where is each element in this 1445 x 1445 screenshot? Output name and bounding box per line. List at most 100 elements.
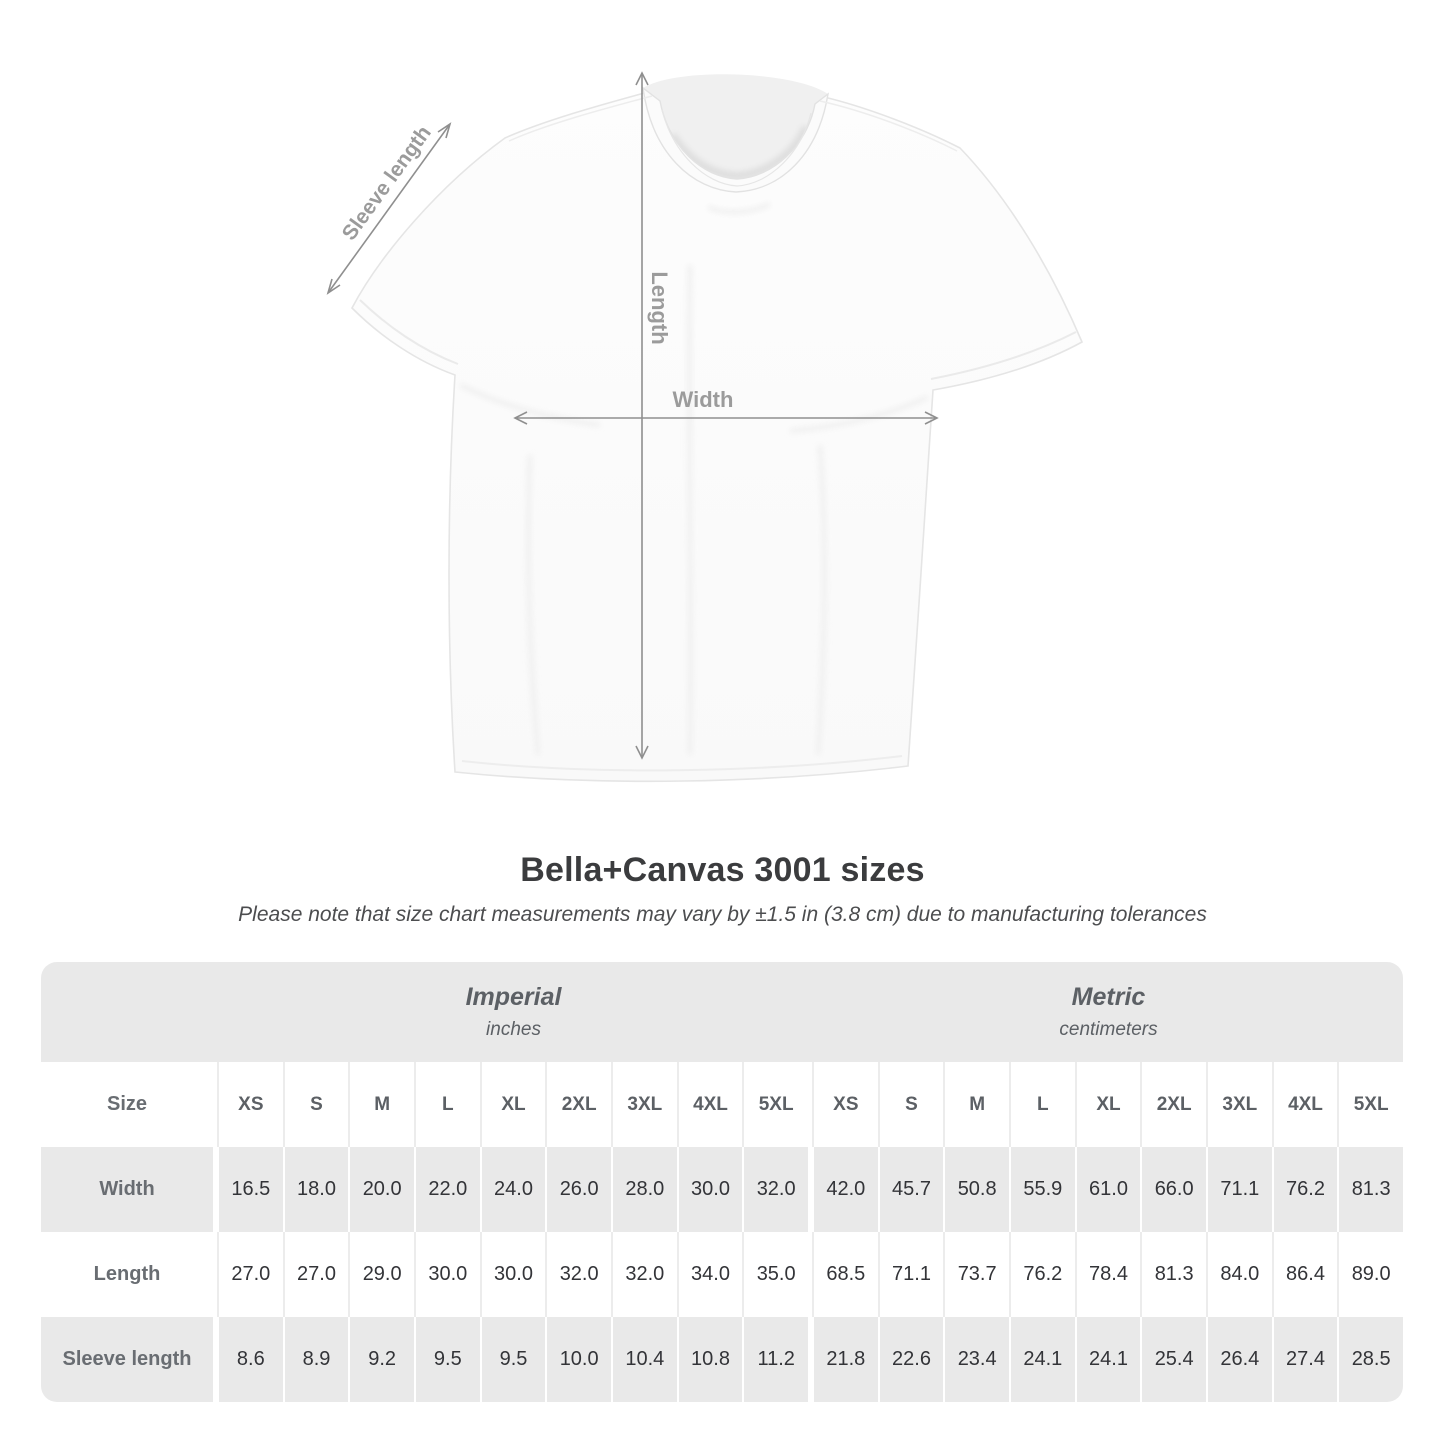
- neck-opening-shadow: [668, 125, 810, 181]
- size-col-header-imperial: S: [284, 1062, 349, 1147]
- measure-cell-metric: 24.1: [1076, 1317, 1141, 1402]
- label-column-divider: [215, 1062, 217, 1147]
- measure-cell-metric: 26.4: [1208, 1317, 1272, 1402]
- size-corner-header: Size: [41, 1062, 213, 1147]
- measure-cell-metric: 28.5: [1339, 1317, 1403, 1402]
- size-col-header-metric: 4XL: [1273, 1062, 1338, 1147]
- measure-cell-metric: 66.0: [1142, 1147, 1206, 1232]
- size-table: Imperial inches Metric centimeters Size X…: [41, 962, 1403, 1402]
- measure-cell-metric: 22.6: [879, 1317, 944, 1402]
- measure-cell-imperial: 8.6: [219, 1317, 283, 1402]
- size-col-header-imperial: 3XL: [613, 1062, 677, 1147]
- measure-cell-metric: 86.4: [1273, 1232, 1338, 1317]
- length-label: Length: [647, 271, 672, 344]
- measure-cell-imperial: 10.4: [613, 1317, 677, 1402]
- fabric-wrinkles: [458, 201, 930, 756]
- label-column-divider: [215, 1232, 217, 1317]
- measure-cell-imperial: 35.0: [744, 1232, 808, 1317]
- size-col-header-metric: 3XL: [1208, 1062, 1272, 1147]
- measure-cell-metric: 71.1: [879, 1232, 944, 1317]
- measure-cell-imperial: 27.0: [219, 1232, 283, 1317]
- unit-group-divider: [810, 1062, 812, 1147]
- imperial-unit: inches: [486, 1019, 541, 1040]
- size-col-header-metric: XL: [1076, 1062, 1141, 1147]
- sleeve-length-arrow: [326, 122, 452, 295]
- measure-cell-metric: 84.0: [1208, 1232, 1272, 1317]
- measure-cell-metric: 45.7: [879, 1147, 944, 1232]
- unit-group-divider: [810, 1232, 812, 1317]
- measure-cell-imperial: 11.2: [744, 1317, 808, 1402]
- measure-cell-metric: 42.0: [814, 1147, 878, 1232]
- measure-cell-imperial: 9.5: [481, 1317, 546, 1402]
- metric-header: Metric: [1071, 983, 1146, 1011]
- collar-band: [642, 86, 829, 193]
- imperial-header-group: Imperial inches: [219, 983, 808, 1041]
- measure-cell-metric: 81.3: [1339, 1147, 1403, 1232]
- tshirt-illustration: [351, 74, 1084, 783]
- measure-cell-imperial: 9.2: [350, 1317, 414, 1402]
- measure-cell-metric: 21.8: [814, 1317, 878, 1402]
- size-col-header-metric: M: [945, 1062, 1009, 1147]
- measure-cell-imperial: 28.0: [613, 1147, 677, 1232]
- label-column-divider: [215, 1317, 217, 1402]
- metric-unit: centimeters: [1059, 1019, 1158, 1040]
- measure-cell-imperial: 10.0: [547, 1317, 611, 1402]
- size-col-header-imperial: L: [416, 1062, 480, 1147]
- measure-cell-imperial: 24.0: [481, 1147, 546, 1232]
- measure-cell-metric: 61.0: [1076, 1147, 1141, 1232]
- measure-cell-metric: 27.4: [1273, 1317, 1338, 1402]
- measure-cell-metric: 24.1: [1011, 1317, 1075, 1402]
- measure-cell-imperial: 18.0: [284, 1147, 349, 1232]
- tshirt-body: [351, 75, 1084, 783]
- unit-group-divider: [810, 1317, 812, 1402]
- measure-cell-metric: 76.2: [1011, 1232, 1075, 1317]
- measure-cell-imperial: 32.0: [547, 1232, 611, 1317]
- measure-cell-imperial: 26.0: [547, 1147, 611, 1232]
- measure-cell-metric: 68.5: [814, 1232, 878, 1317]
- measurement-rows: Width 16.5 18.0 20.0 22.0 24.0 26.0 28.0 30.0 32.…: [41, 1147, 1403, 1402]
- measure-cell-metric: 81.3: [1142, 1232, 1206, 1317]
- bottom-hem-line: [461, 755, 903, 772]
- measure-cell-imperial: 8.9: [284, 1317, 349, 1402]
- collar-stitch-line: [661, 109, 812, 187]
- measure-cell-imperial: 30.0: [416, 1232, 480, 1317]
- row-label: Width: [41, 1147, 213, 1232]
- size-col-header-imperial: XS: [219, 1062, 283, 1147]
- measure-cell-imperial: 34.0: [678, 1232, 743, 1317]
- right-shoulder-seam: [819, 100, 958, 152]
- measure-cell-imperial: 30.0: [481, 1232, 546, 1317]
- measure-cell-metric: 76.2: [1273, 1147, 1338, 1232]
- measure-cell-metric: 89.0: [1339, 1232, 1403, 1317]
- measure-cell-metric: 71.1: [1208, 1147, 1272, 1232]
- measure-cell-metric: 73.7: [945, 1232, 1009, 1317]
- left-shoulder-seam: [508, 95, 653, 142]
- left-cuff-hem: [359, 299, 459, 365]
- row-label: Length: [41, 1232, 213, 1317]
- page-title: Bella+Canvas 3001 sizes: [520, 851, 925, 889]
- size-col-header-metric: L: [1011, 1062, 1075, 1147]
- measure-cell-imperial: 9.5: [416, 1317, 480, 1402]
- measure-cell-imperial: 27.0: [284, 1232, 349, 1317]
- size-col-header-metric: 2XL: [1142, 1062, 1206, 1147]
- measure-cell-imperial: 30.0: [678, 1147, 743, 1232]
- measure-cell-imperial: 29.0: [350, 1232, 414, 1317]
- table-row: Length 27.0 27.0 29.0 30.0 30.0 32.0 32.0 34.0 35…: [41, 1232, 1403, 1317]
- label-column-divider: [215, 1147, 217, 1232]
- width-label: Width: [673, 387, 734, 412]
- table-row: Width 16.5 18.0 20.0 22.0 24.0 26.0 28.0 30.0 32.…: [41, 1147, 1403, 1232]
- measure-cell-imperial: 10.8: [678, 1317, 743, 1402]
- measure-cell-imperial: 32.0: [613, 1232, 677, 1317]
- size-header-row: Size XS S M L XL 2XL 3XL 4XL 5XL XS S M L XL 2XL 3XL 4XL 5…: [41, 1062, 1403, 1147]
- length-arrow: [635, 71, 649, 760]
- right-cuff-hem: [930, 331, 1077, 380]
- measure-cell-metric: 25.4: [1142, 1317, 1206, 1402]
- measure-cell-metric: 50.8: [945, 1147, 1009, 1232]
- measure-cell-metric: 23.4: [945, 1317, 1009, 1402]
- measure-cell-imperial: 22.0: [416, 1147, 480, 1232]
- measure-cell-metric: 78.4: [1076, 1232, 1141, 1317]
- unit-group-divider: [810, 1147, 812, 1232]
- width-arrow: [513, 411, 939, 425]
- size-col-header-metric: S: [879, 1062, 944, 1147]
- metric-header-group: Metric centimeters: [814, 983, 1403, 1041]
